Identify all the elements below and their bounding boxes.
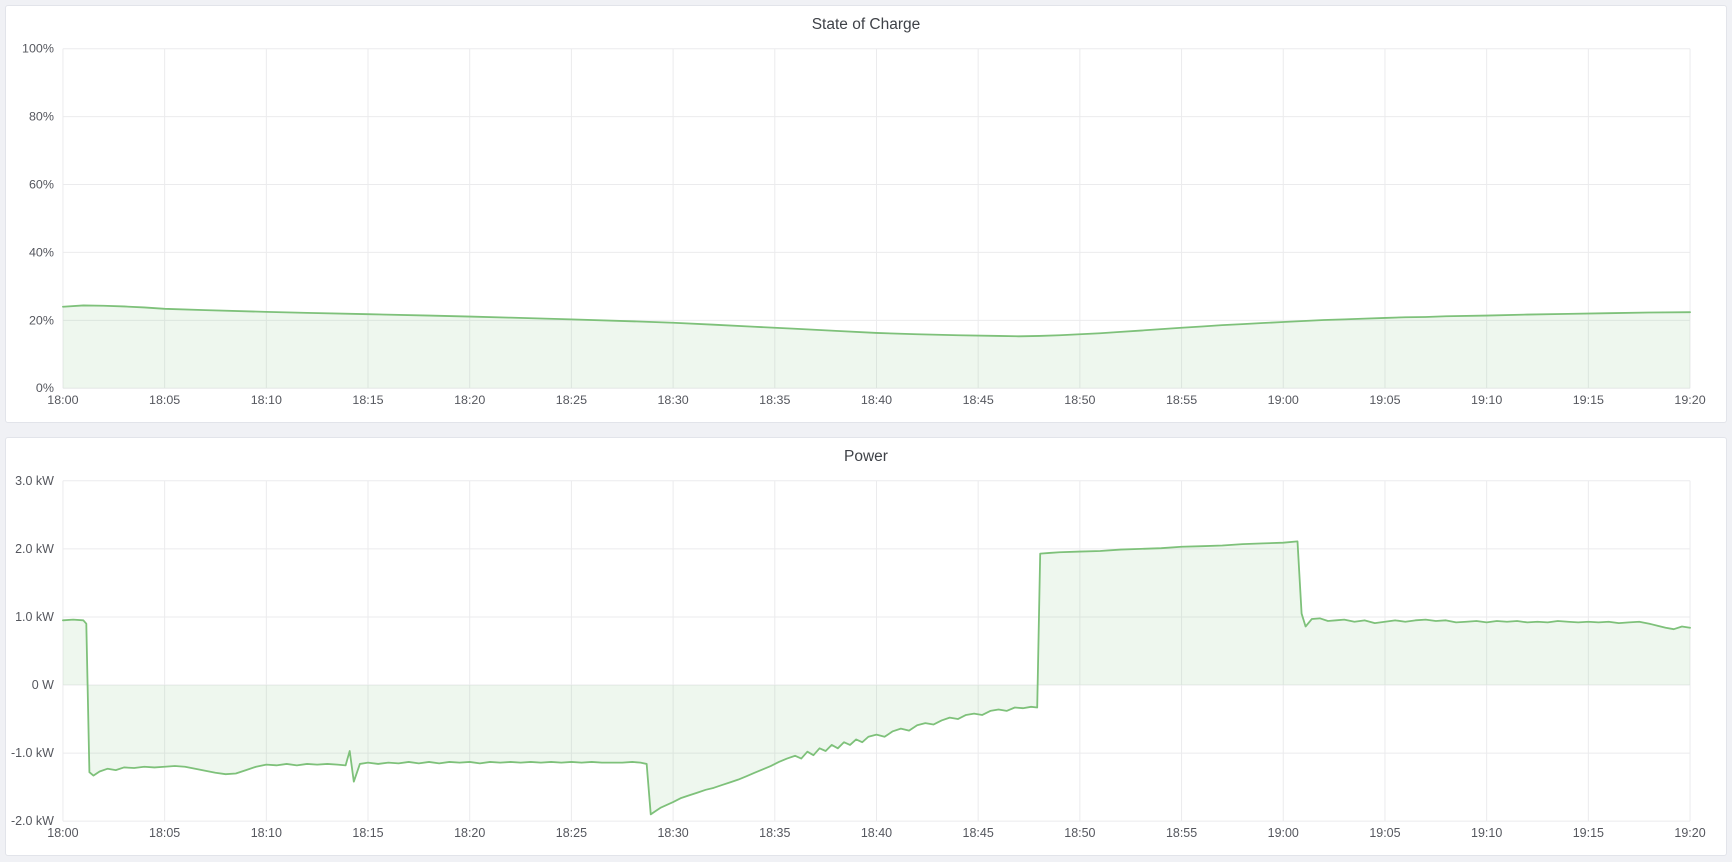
y-axis-tick-label: 1.0 kW: [15, 610, 54, 624]
x-axis-tick-label: 18:40: [861, 393, 892, 407]
power-chart[interactable]: 18:00 18:05 18:10 18:15 18:20 18:25 18:30 18:35…: [6, 438, 1726, 855]
state-of-charge-series-area: [62, 305, 1691, 389]
y-axis-tick-label: 100%: [22, 42, 54, 56]
x-axis-tick-label: 18:40: [861, 826, 892, 840]
x-axis-tick-label: 18:15: [352, 826, 383, 840]
x-axis-tick-label: 18:25: [556, 826, 587, 840]
y-axis-tick-label: 60%: [29, 178, 54, 192]
x-axis-tick-label: 18:35: [759, 826, 790, 840]
x-axis-tick-label: 18:20: [454, 393, 485, 407]
y-axis-tick-label: -2.0 kW: [11, 814, 54, 828]
y-axis-tick-label: -1.0 kW: [11, 746, 54, 760]
x-axis-tick-label: 18:55: [1166, 826, 1197, 840]
x-axis-tick-label: 18:00: [47, 393, 78, 407]
y-axis-tick-label: 40%: [29, 245, 54, 259]
x-axis-tick-label: 19:00: [1268, 393, 1299, 407]
power-series-line: [62, 540, 1691, 816]
panel-power: Power 18:00 18:05 18:10 18:15 18:20 18:25 18:3…: [5, 437, 1727, 856]
x-axis-tick-label: 18:50: [1064, 393, 1095, 407]
x-axis-tick-label: 18:05: [149, 826, 180, 840]
x-axis-tick-label: 18:30: [657, 826, 688, 840]
y-axis-tick-label: 0 W: [32, 678, 54, 692]
x-axis-tick-label: 18:00: [47, 826, 78, 840]
y-axis-tick-label: 2.0 kW: [15, 542, 54, 556]
power-series-area: [62, 541, 1691, 815]
x-axis-tick-label: 19:00: [1268, 826, 1299, 840]
x-axis-tick-label: 19:15: [1573, 393, 1604, 407]
x-axis-tick-label: 18:10: [251, 826, 282, 840]
x-axis-tick-label: 19:10: [1471, 393, 1502, 407]
x-axis-tick-label: 18:05: [149, 393, 180, 407]
panel-title-state-of-charge[interactable]: State of Charge: [811, 16, 921, 33]
x-axis-tick-label: 18:15: [352, 393, 383, 407]
x-axis-tick-label: 19:10: [1471, 826, 1502, 840]
panel-title-power[interactable]: Power: [844, 448, 888, 465]
state-of-charge-series-line: [62, 304, 1691, 338]
x-axis-tick-label: 18:50: [1064, 826, 1095, 840]
x-axis-tick-label: 19:20: [1674, 826, 1705, 840]
x-axis-tick-label: 18:45: [963, 826, 994, 840]
y-axis-tick-label: 80%: [29, 110, 54, 124]
y-axis-tick-label: 0%: [36, 381, 54, 395]
x-axis-tick-label: 19:20: [1674, 393, 1705, 407]
x-axis-tick-label: 19:05: [1369, 826, 1400, 840]
x-axis-tick-label: 18:55: [1166, 393, 1197, 407]
x-axis-tick-label: 18:10: [251, 393, 282, 407]
panel-state-of-charge: State of Charge 18:00 18:05 18:10 18:15 18:2…: [5, 5, 1727, 423]
x-axis-tick-label: 18:25: [556, 393, 587, 407]
x-axis-tick-label: 18:30: [657, 393, 688, 407]
x-axis-tick-label: 18:35: [759, 393, 790, 407]
x-axis-tick-label: 19:15: [1573, 826, 1604, 840]
y-axis-tick-label: 3.0 kW: [15, 474, 54, 488]
x-axis-tick-label: 18:45: [963, 393, 994, 407]
state-of-charge-chart[interactable]: 18:00 18:05 18:10 18:15 18:20 18:25 18:30 18:35…: [6, 6, 1726, 422]
x-axis-tick-label: 19:05: [1369, 393, 1400, 407]
y-axis-tick-label: 20%: [29, 313, 54, 327]
x-axis-tick-label: 18:20: [454, 826, 485, 840]
